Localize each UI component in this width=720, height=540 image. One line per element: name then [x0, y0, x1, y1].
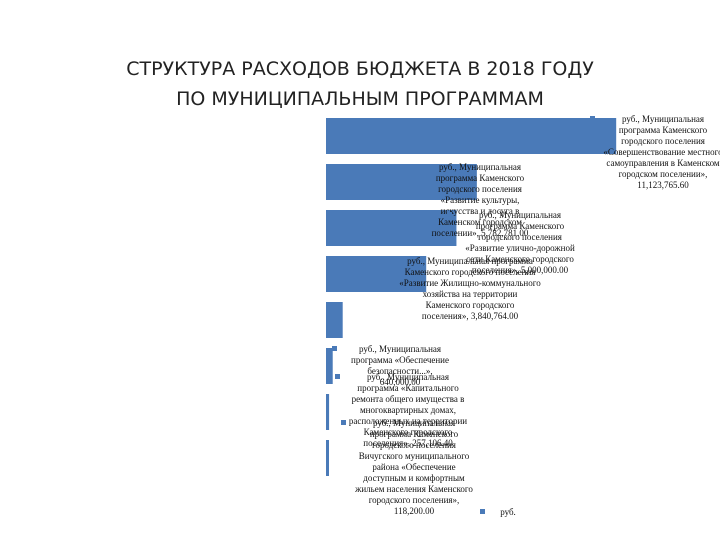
data-label-1: руб., Муниципальная программа Каменского г… [407, 162, 529, 238]
legend-marker-6 [341, 420, 346, 425]
chart-title: СТРУКТУРА РАСХОДОВ БЮДЖЕТА В 2018 ГОДУ П… [60, 54, 660, 114]
data-label-5: руб., Муниципальная программа «Капитально… [335, 372, 467, 448]
data-label-7: руб. [480, 507, 516, 517]
data-label-3: руб., Муниципальная программа Каменского … [387, 256, 541, 321]
legend-marker-0 [590, 116, 595, 121]
data-label-2: руб., Муниципальная программа Каменского г… [447, 210, 575, 275]
legend-marker-1 [407, 164, 412, 169]
bar-3 [326, 256, 427, 292]
data-label-6: руб., Муниципальная программа Каменского г… [341, 418, 473, 516]
bar-6 [326, 394, 330, 430]
legend-marker-2 [447, 212, 452, 217]
legend-marker-4 [332, 346, 337, 351]
bar-5 [326, 348, 333, 384]
svg-text:руб.: руб. [500, 507, 516, 517]
legend-marker-5 [335, 374, 340, 379]
data-label-4: руб., Муниципальная программа «Обеспечени… [332, 344, 449, 387]
bar-7 [326, 440, 329, 476]
data-label-0: руб., Муниципальная программа Каменского г… [590, 114, 720, 190]
bar-0 [326, 118, 617, 154]
bar-2 [326, 210, 457, 246]
chart-title-line-1: СТРУКТУРА РАСХОДОВ БЮДЖЕТА В 2018 ГОДУ [126, 58, 594, 80]
legend-marker-3 [387, 258, 392, 263]
bar-1 [326, 164, 477, 200]
legend-marker-7 [480, 509, 485, 514]
chart-title-line-2: ПО МУНИЦИПАЛЬНЫМ ПРОГРАММАМ [176, 88, 544, 110]
bar-4 [326, 302, 343, 338]
